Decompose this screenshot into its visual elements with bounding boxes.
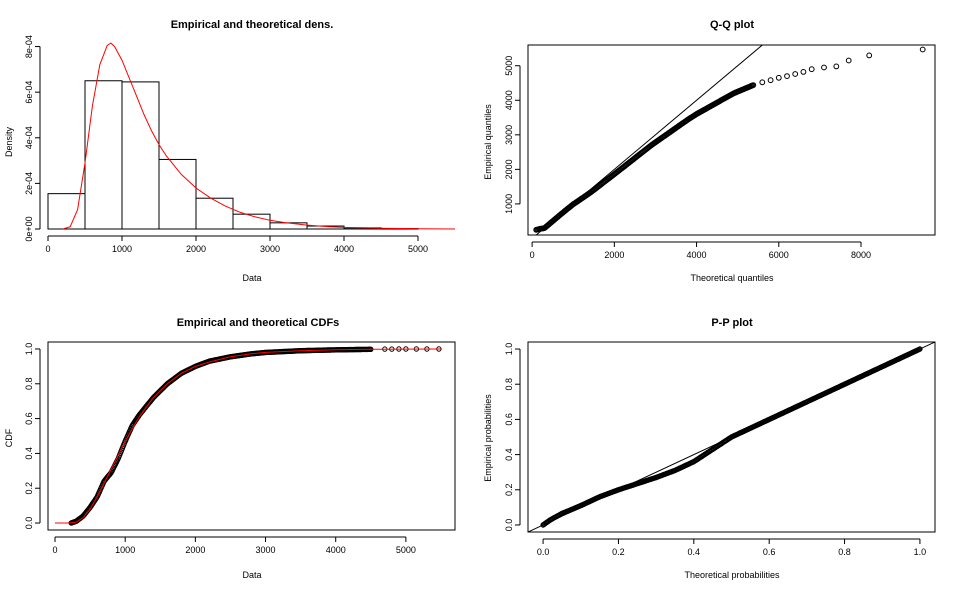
pp-panel: P-P plot Theoretical probabilities Empir… (483, 317, 936, 580)
y-tick-label: 0.8 (24, 378, 34, 391)
y-tick-label: 1000 (504, 194, 514, 214)
pp-point (917, 346, 923, 352)
x-tick-label: 1.0 (914, 547, 927, 557)
x-tick-label: 2000 (604, 250, 624, 260)
x-tick-label: 0 (53, 545, 58, 555)
x-tick-label: 0 (45, 244, 50, 254)
x-tick-label: 0.4 (688, 547, 701, 557)
plot-frame (47, 341, 456, 531)
y-tick-label: 0.4 (504, 448, 514, 461)
qq-point (833, 63, 840, 70)
histogram-bar (195, 197, 234, 230)
x-tick-label: 4000 (326, 545, 346, 555)
y-tick-label: 4e-04 (24, 126, 34, 149)
density-x-label: Data (242, 273, 261, 283)
density-y-label: Density (4, 126, 14, 157)
y-tick-label: 0.8 (504, 378, 514, 391)
cdf-x-label: Data (242, 570, 261, 580)
qq-point (866, 52, 873, 59)
pp-title: P-P plot (711, 317, 753, 329)
x-tick-label: 5000 (396, 545, 416, 555)
density-title: Empirical and theoretical dens. (171, 19, 334, 31)
plot-frame (527, 341, 936, 533)
pp-y-label: Empirical probabilities (483, 394, 493, 482)
y-tick-label: 2000 (504, 159, 514, 179)
y-tick-label: 5000 (504, 56, 514, 76)
y-tick-label: 0e+00 (24, 216, 34, 241)
qq-point (800, 69, 807, 75)
x-tick-label: 2000 (185, 545, 205, 555)
cdf-y-label: CDF (4, 428, 14, 447)
qq-point (784, 73, 790, 79)
x-tick-label: 0 (530, 250, 535, 260)
qq-title: Q-Q plot (710, 19, 754, 31)
y-tick-label: 0.0 (24, 517, 34, 530)
x-tick-label: 1000 (112, 244, 132, 254)
x-tick-label: 0.0 (537, 547, 550, 557)
y-tick-label: 8e-04 (24, 35, 34, 58)
histogram-bar (269, 222, 308, 230)
qq-point (821, 64, 827, 71)
y-tick-label: 4000 (504, 90, 514, 110)
x-tick-label: 0.8 (838, 547, 851, 557)
y-tick-label: 0.4 (24, 447, 34, 460)
y-tick-label: 0.0 (504, 519, 514, 532)
histogram-bar (121, 81, 160, 230)
x-tick-label: 2000 (186, 244, 206, 254)
y-tick-label: 0.6 (504, 413, 514, 426)
y-tick-label: 1.0 (504, 343, 514, 356)
y-tick-label: 0.2 (24, 482, 34, 495)
qq-point (808, 66, 815, 73)
qq-point (845, 57, 852, 64)
y-tick-label: 1.0 (24, 343, 34, 356)
qq-point (767, 77, 774, 84)
histogram-bar (232, 213, 271, 230)
cdf-panel: Empirical and theoretical CDFs Data CDF … (4, 317, 456, 580)
x-tick-label: 4000 (334, 244, 354, 254)
x-tick-label: 1000 (115, 545, 135, 555)
cdf-title: Empirical and theoretical CDFs (177, 317, 340, 329)
y-tick-label: 0.6 (24, 412, 34, 425)
x-tick-label: 0.2 (612, 547, 625, 557)
qq-point (919, 46, 926, 53)
histogram-bar (84, 80, 123, 230)
histogram-bar (158, 158, 197, 230)
y-tick-label: 6e-04 (24, 81, 34, 104)
plot-frame (527, 44, 936, 236)
qq-point (775, 74, 782, 81)
qq-point (792, 71, 799, 77)
x-tick-label: 3000 (260, 244, 280, 254)
x-tick-label: 5000 (408, 244, 428, 254)
x-tick-label: 8000 (851, 250, 871, 260)
qq-point (750, 82, 757, 88)
qq-y-label: Empirical quantiles (483, 104, 493, 180)
x-tick-label: 6000 (769, 250, 789, 260)
qq-panel: Q-Q plot Theoretical quantiles Empirical… (483, 19, 936, 283)
cdf-theoretical-curve (55, 348, 442, 524)
qq-point (759, 79, 766, 86)
y-tick-label: 2e-04 (24, 172, 34, 195)
x-tick-label: 0.6 (763, 547, 776, 557)
density-curve (62, 42, 456, 230)
x-tick-label: 3000 (256, 545, 276, 555)
density-panel: Empirical and theoretical dens. Data Den… (4, 19, 456, 283)
y-tick-label: 0.2 (504, 484, 514, 497)
qq-x-label: Theoretical quantiles (690, 273, 774, 283)
pp-x-label: Theoretical probabilities (684, 570, 780, 580)
x-tick-label: 4000 (687, 250, 707, 260)
y-tick-label: 3000 (504, 125, 514, 145)
